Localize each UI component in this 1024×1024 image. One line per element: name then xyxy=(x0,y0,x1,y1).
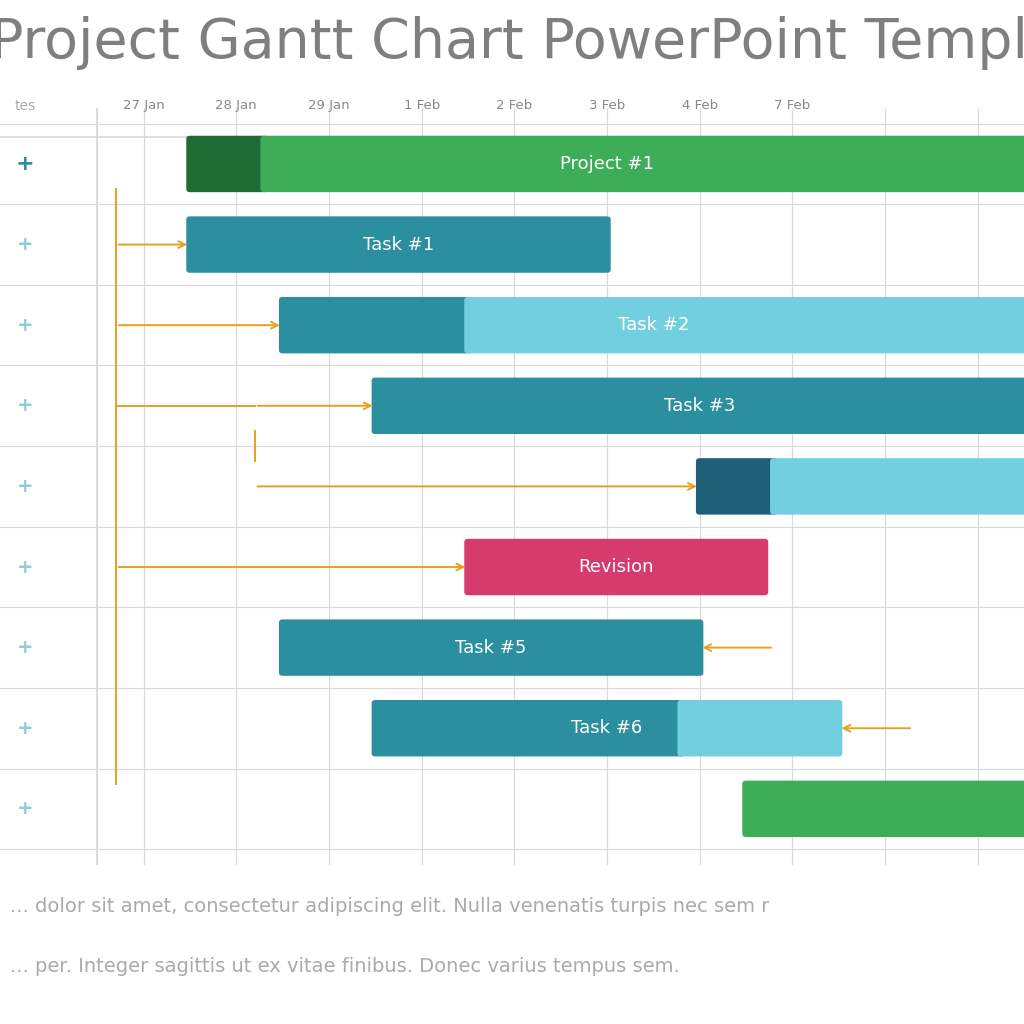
FancyBboxPatch shape xyxy=(464,539,768,595)
Text: +: + xyxy=(16,236,33,254)
FancyBboxPatch shape xyxy=(260,136,1024,193)
Text: Revision: Revision xyxy=(579,558,654,577)
FancyBboxPatch shape xyxy=(279,297,472,353)
Text: Task #6: Task #6 xyxy=(571,719,643,737)
Text: 28 Jan: 28 Jan xyxy=(215,99,257,113)
FancyBboxPatch shape xyxy=(696,458,777,515)
Text: ... dolor sit amet, consectetur adipiscing elit. Nulla venenatis turpis nec sem : ... dolor sit amet, consectetur adipisci… xyxy=(10,897,770,916)
Text: Task #5: Task #5 xyxy=(456,639,526,656)
Text: +: + xyxy=(16,800,33,818)
Text: +: + xyxy=(16,557,33,577)
FancyBboxPatch shape xyxy=(372,700,685,757)
Text: tes: tes xyxy=(14,99,36,113)
FancyBboxPatch shape xyxy=(372,378,1024,434)
Text: Project Gantt Chart PowerPoint Template: Project Gantt Chart PowerPoint Template xyxy=(0,16,1024,70)
Text: Task #2: Task #2 xyxy=(617,316,689,334)
Text: Task #1: Task #1 xyxy=(362,236,434,254)
FancyBboxPatch shape xyxy=(186,216,610,272)
Text: +: + xyxy=(16,477,33,496)
Text: +: + xyxy=(16,638,33,657)
Text: +: + xyxy=(15,154,35,174)
Text: 1 Feb: 1 Feb xyxy=(403,99,439,113)
Text: Task #3: Task #3 xyxy=(664,396,735,415)
Text: 7 Feb: 7 Feb xyxy=(774,99,810,113)
FancyBboxPatch shape xyxy=(742,780,1024,837)
Text: ... per. Integer sagittis ut ex vitae finibus. Donec varius tempus sem.: ... per. Integer sagittis ut ex vitae fi… xyxy=(10,957,680,976)
Text: 4 Feb: 4 Feb xyxy=(682,99,718,113)
Text: Project #1: Project #1 xyxy=(560,155,654,173)
Text: 29 Jan: 29 Jan xyxy=(308,99,350,113)
FancyBboxPatch shape xyxy=(279,620,703,676)
Text: 27 Jan: 27 Jan xyxy=(123,99,165,113)
Text: 3 Feb: 3 Feb xyxy=(589,99,625,113)
FancyBboxPatch shape xyxy=(770,458,1024,515)
FancyBboxPatch shape xyxy=(678,700,843,757)
Text: +: + xyxy=(16,719,33,737)
Text: +: + xyxy=(16,396,33,416)
FancyBboxPatch shape xyxy=(186,136,268,193)
Text: 2 Feb: 2 Feb xyxy=(497,99,532,113)
FancyBboxPatch shape xyxy=(464,297,1024,353)
Text: +: + xyxy=(16,315,33,335)
